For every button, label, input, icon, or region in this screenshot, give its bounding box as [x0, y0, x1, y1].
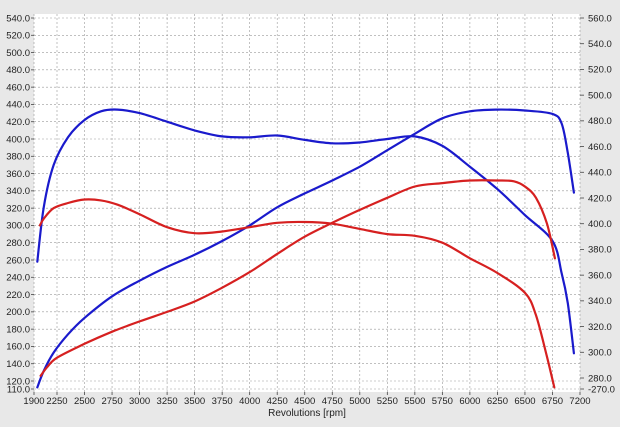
left-tick-label: 300.0 [6, 221, 30, 232]
right-tick-label: 440.0 [588, 168, 612, 179]
x-tick-label: 4000 [239, 396, 260, 407]
left-tick-label: 420.0 [6, 117, 30, 128]
x-tick-label: 2750 [101, 396, 122, 407]
x-axis-title: Revolutions [rpm] [268, 408, 346, 419]
grid-lines [33, 14, 581, 392]
x-tick-label: 4500 [294, 396, 315, 407]
x-tick-label: 5500 [404, 396, 425, 407]
x-tick-label: 5000 [349, 396, 370, 407]
left-tick-label: 200.0 [6, 307, 30, 318]
left-tick-label: 340.0 [6, 186, 30, 197]
left-tick-label: 400.0 [6, 134, 30, 145]
right-tick-label: 500.0 [588, 90, 612, 101]
left-tick-label: 140.0 [6, 359, 30, 370]
x-tick-label: 6750 [542, 396, 563, 407]
right-tick-label: 340.0 [588, 296, 612, 307]
x-tick-label: 4250 [267, 396, 288, 407]
left-tick-label: 480.0 [6, 65, 30, 76]
x-tick-label: 7200 [569, 396, 590, 407]
series-line-4 [39, 179, 556, 377]
left-tick-label: 540.0 [6, 13, 30, 24]
right-tick-label: 360.0 [588, 270, 612, 281]
left-tick-label: 460.0 [6, 82, 30, 93]
x-tick-label: 6250 [487, 396, 508, 407]
left-tick-label: 260.0 [6, 255, 30, 266]
left-tick-label: 380.0 [6, 152, 30, 163]
x-tick-label: 3000 [129, 396, 150, 407]
right-tick-label: 420.0 [588, 193, 612, 204]
right-tick-label: 480.0 [588, 116, 612, 127]
left-tick-label: 160.0 [6, 342, 30, 353]
right-tick-label: 400.0 [588, 219, 612, 230]
series-line-2 [36, 108, 575, 389]
right-tick-label: 300.0 [588, 348, 612, 359]
right-tick-label: 540.0 [588, 39, 612, 50]
x-tick-label: 2500 [74, 396, 95, 407]
x-axis-ticks: 1900 2250 2500 2750 3000 3250 3500 3750 4000 4250… [23, 392, 591, 407]
x-tick-label: 3250 [157, 396, 178, 407]
x-tick-label: 1900 [23, 396, 44, 407]
right-tick-label: 280.0 [588, 373, 612, 384]
x-tick-label: 5250 [377, 396, 398, 407]
x-tick-label: 6500 [514, 396, 535, 407]
right-tick-label: 380.0 [588, 245, 612, 256]
left-tick-label: 240.0 [6, 273, 30, 284]
right-tick-label: 460.0 [588, 142, 612, 153]
right-tick-label: 320.0 [588, 322, 612, 333]
left-tick-label: 440.0 [6, 100, 30, 111]
series-line-1 [36, 108, 575, 355]
x-tick-label: 4750 [322, 396, 343, 407]
left-tick-label: 320.0 [6, 203, 30, 214]
left-tick-label: 360.0 [6, 169, 30, 180]
series-line-3 [38, 198, 556, 389]
x-tick-label: 5750 [432, 396, 453, 407]
right-tick-label: 560.0 [588, 13, 612, 24]
right-tick-label: -270.0 [588, 384, 615, 395]
left-tick-label: 500.0 [6, 48, 30, 59]
right-tick-label: 520.0 [588, 65, 612, 76]
left-tick-label: 220.0 [6, 290, 30, 301]
left-tick-label: 110.0 [7, 384, 30, 395]
x-tick-label: 3750 [212, 396, 233, 407]
x-tick-label: 6000 [459, 396, 480, 407]
left-tick-label: 280.0 [6, 238, 30, 249]
left-tick-label: 520.0 [6, 31, 30, 42]
left-tick-label: 180.0 [6, 324, 30, 335]
x-tick-label: 2250 [46, 396, 67, 407]
series-curves [36, 108, 575, 389]
x-tick-label: 3500 [184, 396, 205, 407]
left-tick-label: 120.0 [6, 376, 30, 387]
